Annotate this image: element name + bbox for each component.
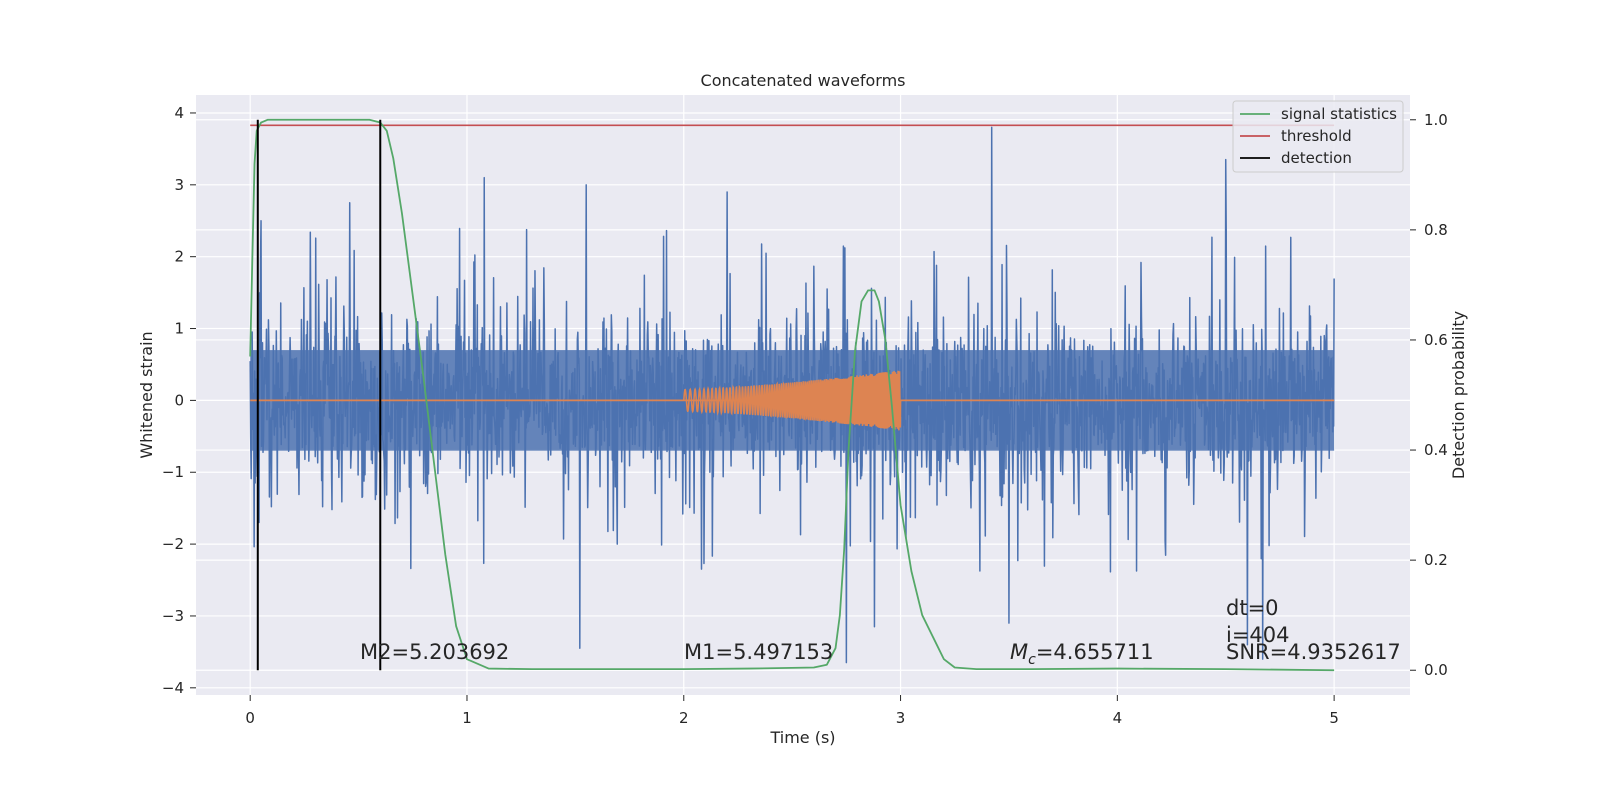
annotation-m1: M1=5.497153: [684, 640, 833, 664]
chart-title: Concatenated waveforms: [701, 71, 906, 90]
legend-box: [1232, 100, 1404, 173]
y-tick-label: −3: [162, 607, 184, 625]
annotations: M2=5.203692 M1=5.497153 Mc=4.655711 dt=0…: [360, 596, 1401, 668]
annotation-mc-symbol: M: [1010, 640, 1028, 664]
x-tick-label: 2: [679, 709, 689, 727]
annotation-m2: M2=5.203692: [360, 640, 509, 664]
y-tick-label: 1: [174, 320, 184, 338]
y2-axis-label: Detection probability: [1449, 311, 1468, 479]
y-tick-label: 0: [174, 391, 184, 409]
x-tick-label: 1: [462, 709, 472, 727]
annotation-mc: Mc=4.655711: [1010, 640, 1154, 668]
legend-label-threshold: threshold: [1281, 127, 1352, 145]
y-tick-label: 3: [174, 176, 184, 194]
y2-tick-label: 0.2: [1424, 551, 1448, 569]
legend-label-detection: detection: [1281, 149, 1352, 167]
series-template-chirp: [682, 370, 902, 431]
legend: signal statistics threshold detection: [1232, 100, 1404, 173]
ticks: 0 1 2 3 4 5 −4 −3 −2 −1 0 1 2 3 4 0.0 0.2 0.4 0.6 0.8 1.0: [162, 104, 1448, 727]
y2-tick-label: 0.8: [1424, 221, 1448, 239]
annotation-dt: dt=0: [1226, 596, 1279, 620]
y-tick-label: 2: [174, 248, 184, 266]
x-tick-label: 4: [1113, 709, 1123, 727]
legend-label-signal: signal statistics: [1281, 105, 1397, 123]
y2-tick-label: 0.0: [1424, 661, 1448, 679]
y2-tick-label: 0.4: [1424, 441, 1448, 459]
annotation-mc-value: =4.655711: [1036, 640, 1154, 664]
annotation-index: i=404: [1226, 623, 1290, 647]
y-tick-label: 4: [174, 104, 184, 122]
annotation-snr: SNR=4.9352617: [1226, 640, 1401, 664]
x-tick-label: 5: [1329, 709, 1339, 727]
y-axis-label: Whitened strain: [137, 331, 156, 458]
y2-tick-label: 0.6: [1424, 331, 1448, 349]
x-tick-label: 0: [245, 709, 255, 727]
data-layer: [249, 118, 1335, 672]
x-tick-label: 3: [896, 709, 906, 727]
annotation-mc-sub: c: [1028, 652, 1036, 668]
y2-tick-label: 1.0: [1424, 111, 1448, 129]
y-tick-label: −2: [162, 535, 184, 553]
series-signal-statistics: [249, 118, 1335, 672]
x-axis-label: Time (s): [769, 728, 835, 747]
y-tick-label: −1: [162, 463, 184, 481]
y-tick-label: −4: [162, 679, 184, 697]
